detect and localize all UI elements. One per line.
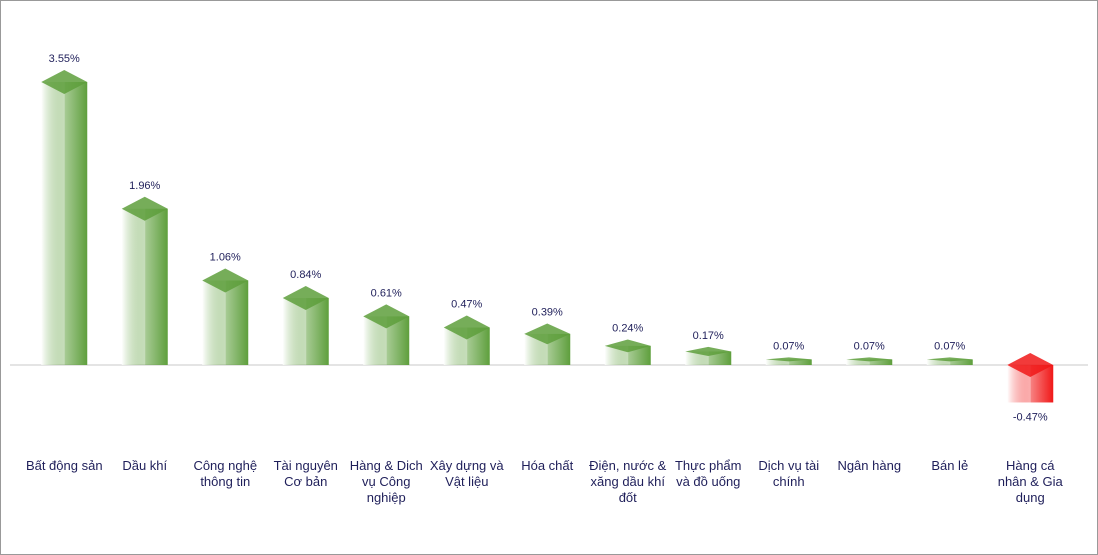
bar-top bbox=[202, 268, 249, 293]
category-label: Công nghệ thông tin bbox=[193, 458, 258, 489]
value-label: 0.07% bbox=[934, 340, 965, 352]
bar-top bbox=[443, 315, 490, 340]
value-label: 0.61% bbox=[371, 287, 402, 299]
value-label: 1.06% bbox=[210, 251, 241, 263]
bar-top bbox=[1007, 353, 1054, 377]
bar-top bbox=[846, 357, 893, 362]
value-label: 1.96% bbox=[129, 180, 160, 192]
bar-top bbox=[121, 196, 168, 221]
value-label: 0.47% bbox=[451, 299, 482, 311]
value-label: 0.39% bbox=[532, 307, 563, 319]
bar-top bbox=[524, 323, 571, 345]
value-label: 0.17% bbox=[693, 330, 724, 342]
bar bbox=[604, 345, 651, 365]
category-label: Điện, nước & xăng dầu khí đốt bbox=[589, 458, 667, 505]
category-label: Bất động sản bbox=[25, 458, 103, 473]
bar bbox=[202, 280, 249, 365]
bar bbox=[121, 208, 168, 365]
bar bbox=[846, 359, 893, 365]
value-label: 0.84% bbox=[290, 269, 321, 281]
category-label: Dịch vụ tài chính bbox=[758, 458, 820, 489]
value-label: 3.55% bbox=[49, 53, 80, 65]
value-label: 0.07% bbox=[854, 340, 885, 352]
category-label: Bán lẻ bbox=[931, 458, 969, 473]
value-label: -0.47% bbox=[1013, 411, 1048, 423]
category-label: Hàng & Dich vụ Công nghiệp bbox=[349, 458, 423, 505]
bar-top bbox=[926, 357, 973, 362]
value-label: 0.07% bbox=[773, 340, 804, 352]
category-label: Thực phẩm và đồ uống bbox=[674, 458, 742, 489]
value-label: 0.24% bbox=[612, 322, 643, 334]
bar-top bbox=[41, 70, 88, 94]
bar-top bbox=[765, 357, 812, 362]
bar-top bbox=[363, 304, 410, 329]
bar bbox=[926, 359, 973, 365]
category-label: Ngân hàng bbox=[837, 458, 902, 473]
category-label: Tài nguyên Cơ bản bbox=[273, 458, 338, 489]
category-label: Hóa chất bbox=[521, 458, 574, 473]
bar-top bbox=[685, 346, 732, 356]
bar bbox=[765, 359, 812, 365]
bar-top bbox=[604, 339, 651, 353]
bar bbox=[685, 351, 732, 365]
category-label: Hàng cá nhân & Gia dụng bbox=[997, 458, 1063, 505]
category-label: Xây dựng và Vật liệu bbox=[429, 458, 504, 489]
category-label: Dầu khí bbox=[122, 458, 168, 473]
bar-top bbox=[282, 286, 329, 311]
bar bbox=[41, 82, 88, 365]
